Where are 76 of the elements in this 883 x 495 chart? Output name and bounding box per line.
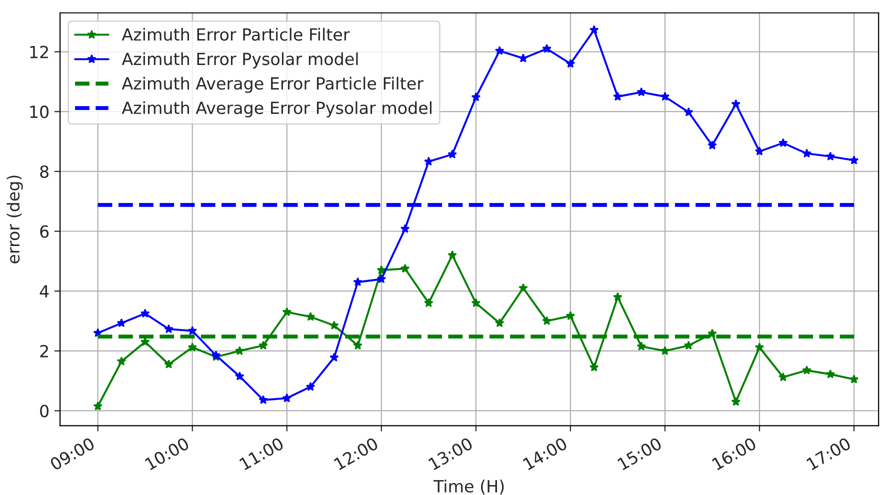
- point: [258, 395, 268, 404]
- point: [494, 318, 504, 328]
- legend-label: Azimuth Average Error Pysolar model: [122, 101, 432, 118]
- point: [518, 283, 528, 292]
- point: [258, 340, 268, 350]
- y-tick-label: 10: [30, 106, 49, 118]
- y-axis-title: error (deg): [6, 176, 23, 264]
- point: [613, 92, 622, 101]
- point: [353, 340, 362, 350]
- point: [116, 318, 126, 328]
- point: [400, 224, 410, 233]
- point: [826, 152, 836, 161]
- point: [376, 265, 386, 274]
- y-tick-label: 12: [30, 46, 48, 58]
- y-tick-label: 0: [40, 404, 49, 418]
- point: [826, 369, 836, 378]
- y-tick-label: 6: [40, 225, 49, 238]
- point: [542, 44, 552, 53]
- point: [140, 308, 150, 318]
- point: [684, 340, 694, 350]
- point: [636, 87, 646, 96]
- point: [589, 362, 599, 372]
- point: [164, 324, 174, 334]
- point: [542, 316, 552, 326]
- point: [140, 337, 150, 346]
- point: [116, 356, 126, 366]
- point: [424, 298, 434, 308]
- legend-label: Azimuth Error Pysolar model: [122, 52, 358, 68]
- point: [306, 382, 316, 391]
- legend-label: Azimuth Error Particle Filter: [122, 28, 350, 41]
- point: [448, 250, 457, 260]
- point: [471, 298, 481, 308]
- point: [424, 156, 434, 166]
- point: [731, 99, 741, 108]
- point: [376, 274, 386, 284]
- point: [613, 292, 622, 302]
- point: [731, 396, 741, 406]
- point: [754, 342, 764, 352]
- point: [754, 146, 764, 156]
- point: [234, 346, 244, 355]
- point: [329, 352, 339, 362]
- point: [660, 92, 670, 101]
- point: [188, 342, 198, 352]
- point: [778, 138, 788, 148]
- point: [306, 312, 316, 321]
- point: [234, 371, 244, 380]
- point: [589, 25, 599, 34]
- point: [282, 393, 292, 402]
- point: [684, 107, 694, 116]
- point: [708, 140, 717, 150]
- point: [660, 346, 670, 355]
- point: [353, 277, 362, 286]
- y-tick-label: 2: [40, 344, 48, 358]
- point: [471, 92, 481, 102]
- point: [636, 342, 646, 350]
- point: [188, 326, 198, 335]
- point: [566, 311, 576, 320]
- point: [802, 365, 812, 374]
- point: [282, 307, 292, 316]
- point: [494, 46, 504, 55]
- legend-label: Azimuth Average Error Particle Filter: [122, 76, 424, 93]
- point: [400, 264, 410, 273]
- point: [329, 320, 339, 330]
- point: [849, 374, 859, 384]
- point: [448, 150, 457, 158]
- point: [93, 401, 103, 410]
- point: [708, 328, 717, 338]
- point: [778, 372, 788, 382]
- point: [802, 148, 812, 158]
- point: [566, 58, 576, 68]
- y-tick-label: 4: [40, 285, 49, 298]
- point: [518, 53, 528, 62]
- x-axis-title: Time (H): [433, 480, 504, 495]
- point: [164, 360, 174, 368]
- y-tick-label: 8: [40, 165, 48, 178]
- point: [849, 155, 859, 164]
